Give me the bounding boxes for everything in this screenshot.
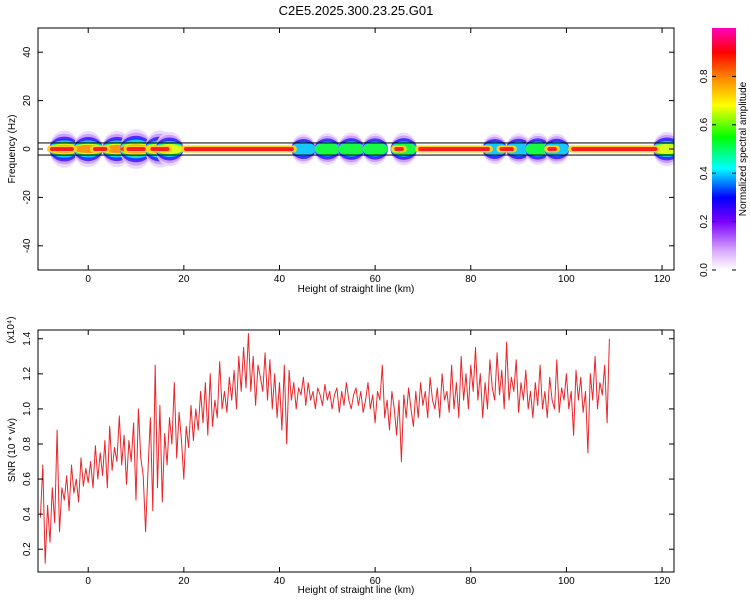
x-tick-label: 60	[370, 576, 382, 587]
snr-x-axis: 0 20 40 60 80 100 120	[85, 330, 671, 587]
y-tick-label: 0	[22, 146, 33, 152]
x-tick-label: 80	[465, 576, 477, 587]
x-tick-label: 20	[178, 274, 190, 285]
spectrogram-blob	[362, 143, 388, 155]
colorbar-tick-label: 0.0	[699, 263, 710, 277]
y-tick-label: 0.4	[22, 507, 33, 521]
ridge-core	[499, 147, 514, 151]
ridge-core	[92, 147, 108, 151]
ridge-core	[547, 147, 557, 151]
x-tick-label: 40	[274, 576, 286, 587]
x-tick-label: 120	[654, 274, 671, 285]
ridge-core	[49, 147, 74, 151]
y-tick-label: -20	[22, 190, 33, 205]
ridge-core	[150, 147, 170, 151]
chart-title: C2E5.2025.300.23.25.G01	[279, 3, 434, 18]
ridge-core	[571, 147, 658, 151]
spectrogram-blob	[314, 143, 341, 155]
snr-y-axis: 0.2 0.4 0.6 0.8 1.0 1.2 1.4	[22, 331, 674, 556]
x-tick-label: 40	[274, 274, 286, 285]
band-outline	[38, 142, 674, 156]
snr-x-label: Height of straight line (km)	[298, 585, 415, 596]
snr-y-label: SNR (10 * v/v)	[7, 418, 18, 482]
x-tick-label: 80	[465, 274, 477, 285]
x-tick-label: 20	[178, 576, 190, 587]
snr-frame	[37, 329, 675, 573]
colorbar: 0.0 0.2 0.4 0.6 0.8 Normalized spectral ampl…	[699, 28, 749, 277]
spectrogram-blob	[291, 142, 316, 156]
snr-plot-area	[39, 333, 610, 564]
x-tick-label: 100	[558, 576, 575, 587]
spectrogram-x-label: Height of straight line (km)	[298, 284, 415, 295]
colorbar-tick-label: 0.4	[699, 166, 710, 180]
y-tick-label: 40	[22, 46, 33, 58]
y-tick-label: 20	[22, 95, 33, 107]
ridge-core	[418, 147, 490, 151]
spectrogram-blob	[524, 143, 551, 155]
ridge-core	[126, 147, 146, 151]
ridge-core	[183, 147, 294, 151]
x-tick-label: 0	[85, 274, 91, 285]
snr-line	[39, 333, 610, 564]
colorbar-tick-label: 0.6	[699, 117, 710, 131]
y-tick-label: 0.8	[22, 437, 33, 451]
y-tick-label: -40	[22, 238, 33, 253]
snr-scale-label: (x10⁴)	[6, 316, 17, 343]
colorbar-tick-label: 0.2	[699, 214, 710, 228]
spectrogram-y-label: Frequency (Hz)	[7, 115, 18, 184]
y-tick-label: 0.6	[22, 472, 33, 486]
y-tick-label: 1.0	[22, 402, 33, 416]
snr-panel: 0 20 40 60 80 100 120 0.2 0.4 0.6 0.8 1.0 1.2 1.4 He…	[6, 316, 675, 596]
spectrogram-x-axis: 0 20 40 60 80 100 120	[85, 28, 671, 285]
x-tick-label: 120	[654, 576, 671, 587]
x-tick-label: 100	[558, 274, 575, 285]
colorbar-label: Normalized spectral amplitude	[738, 81, 749, 216]
x-tick-label: 60	[370, 274, 382, 285]
y-tick-label: 0.2	[22, 542, 33, 556]
spectrogram-y-axis: -40 -20 0 20 40	[22, 46, 674, 253]
ridge-core	[394, 147, 404, 151]
spectrogram-blob	[338, 142, 365, 156]
y-tick-label: 1.4	[22, 331, 33, 345]
colorbar-tick-label: 0.8	[699, 69, 710, 83]
colorbar-ticks: 0.0 0.2 0.4 0.6 0.8	[699, 69, 736, 277]
spectrogram-ridges	[46, 145, 661, 153]
y-tick-label: 1.2	[22, 366, 33, 380]
spectrogram-panel: 0 20 40 60 80 100 120 -40 -20 0 20 40 Height of st…	[7, 27, 675, 295]
spectrogram-layer	[38, 129, 674, 169]
colorbar-gradient	[712, 28, 736, 270]
spectrogram-blob	[506, 141, 532, 157]
x-tick-label: 0	[85, 576, 91, 587]
